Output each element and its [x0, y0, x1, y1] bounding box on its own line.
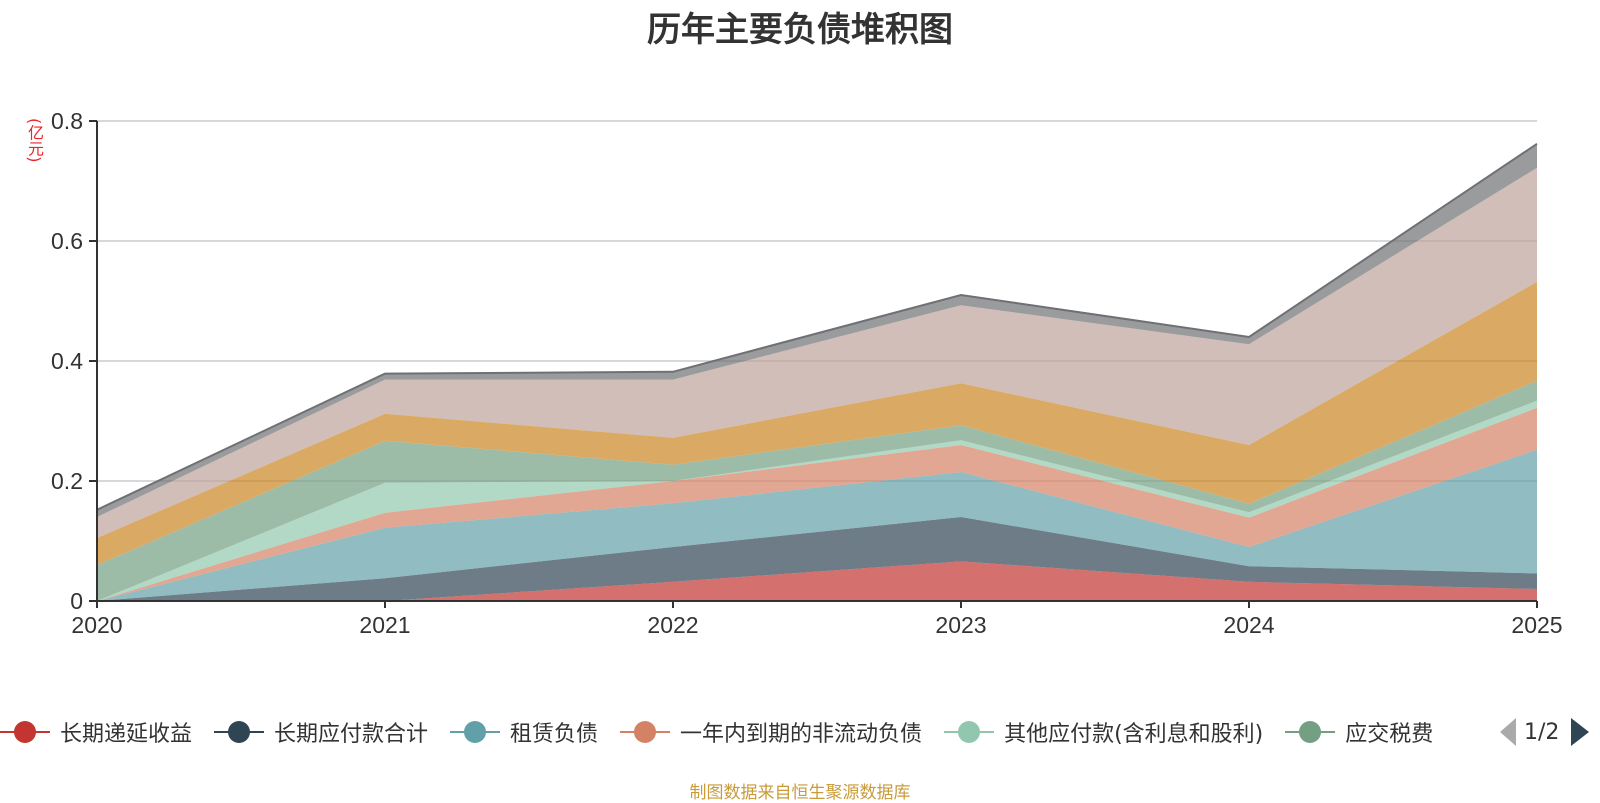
- y-tick-label: 0.6: [51, 228, 83, 254]
- y-tick-label: 0.4: [51, 348, 83, 374]
- legend: 长期递延收益 长期应付款合计 租赁负债 一年内到期的非流动负债 其他应付款(含利息和股利…: [0, 712, 1600, 752]
- data-source-note: 制图数据来自恒生聚源数据库: [689, 783, 911, 803]
- legend-item[interactable]: 一年内到期的非流动负债: [620, 712, 922, 752]
- y-tick-label: 0: [70, 588, 83, 614]
- x-tick-label: 2022: [647, 612, 698, 638]
- legend-label: 一年内到期的非流动负债: [680, 722, 923, 747]
- legend-page-indicator: 1/2: [1524, 719, 1560, 745]
- legend-label: 其他应付款(含利息和股利): [1004, 722, 1264, 747]
- legend-marker-icon: [620, 720, 671, 744]
- legend-item[interactable]: 应交税费: [1285, 712, 1433, 752]
- legend-item[interactable]: 租赁负债: [450, 712, 598, 752]
- legend-marker-icon: [1285, 720, 1336, 744]
- legend-marker-icon: [450, 720, 501, 744]
- area-series[interactable]: [97, 561, 1537, 601]
- legend-prev-icon[interactable]: [1500, 718, 1516, 746]
- legend-marker-icon: [0, 720, 50, 744]
- legend-label: 长期应付款合计: [274, 722, 429, 747]
- area-series[interactable]: [97, 281, 1537, 565]
- chart-plot: 0 0.2 0.4 0.6 0.8 2020 2021 2022 2023 2024 2025: [51, 108, 1563, 638]
- y-tick-label: 0.2: [51, 468, 83, 494]
- area-series[interactable]: [97, 400, 1537, 601]
- area-series[interactable]: [97, 517, 1537, 601]
- legend-item[interactable]: 长期递延收益: [0, 712, 192, 752]
- x-tick-label: 2024: [1223, 612, 1274, 638]
- legend-item[interactable]: 长期应付款合计: [214, 712, 428, 752]
- legend-next-icon[interactable]: [1571, 718, 1590, 746]
- legend-item[interactable]: 其他应付款(含利息和股利): [944, 712, 1263, 752]
- legend-label: 租赁负债: [510, 722, 599, 747]
- area-series[interactable]: [97, 167, 1537, 539]
- legend-pager: 1/2: [1500, 712, 1600, 752]
- legend-label: 长期递延收益: [60, 722, 193, 747]
- area-top-outline: [96, 142, 1538, 511]
- x-tick-label: 2021: [359, 612, 410, 638]
- x-tick-label: 2020: [71, 612, 122, 638]
- legend-marker-icon: [944, 720, 995, 744]
- legend-marker-icon: [214, 720, 265, 744]
- y-axis-unit: (亿元): [25, 118, 44, 163]
- chart-title: 历年主要负债堆积图: [647, 10, 953, 50]
- y-tick-label: 0.8: [51, 108, 83, 134]
- x-tick-label: 2025: [1511, 612, 1562, 638]
- x-tick-label: 2023: [935, 612, 986, 638]
- legend-label: 应交税费: [1345, 722, 1434, 747]
- area-series[interactable]: [97, 449, 1537, 601]
